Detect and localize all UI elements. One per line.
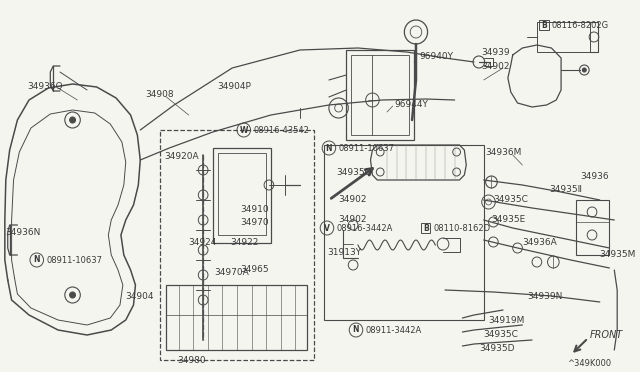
Text: B: B xyxy=(541,20,547,29)
Bar xyxy=(346,50,414,140)
Text: N: N xyxy=(33,256,40,264)
Bar xyxy=(575,200,609,255)
Text: 34970: 34970 xyxy=(240,218,269,227)
Circle shape xyxy=(70,117,76,123)
Text: 08916-43542: 08916-43542 xyxy=(253,126,309,135)
Bar xyxy=(539,20,548,30)
Text: 96944Y: 96944Y xyxy=(395,100,429,109)
Text: 34939N: 34939N xyxy=(527,292,563,301)
Text: 34904: 34904 xyxy=(125,292,154,301)
Text: 34970A: 34970A xyxy=(215,268,250,277)
Text: 08916-3442A: 08916-3442A xyxy=(337,224,393,233)
Bar xyxy=(218,153,266,235)
Bar xyxy=(324,145,484,320)
Text: 34908: 34908 xyxy=(145,90,173,99)
Text: 34902: 34902 xyxy=(339,215,367,224)
Circle shape xyxy=(70,292,76,298)
Bar xyxy=(166,285,307,350)
Text: 34935C: 34935C xyxy=(484,330,518,339)
Text: 08110-8162D: 08110-8162D xyxy=(433,224,490,233)
Text: 34965: 34965 xyxy=(240,265,269,274)
Bar xyxy=(537,22,590,52)
Text: 34936M: 34936M xyxy=(486,148,522,157)
Text: 34935Q: 34935Q xyxy=(337,168,372,177)
Text: 34920A: 34920A xyxy=(164,152,199,161)
Bar xyxy=(421,223,431,233)
Text: 34935E: 34935E xyxy=(492,215,525,224)
Bar xyxy=(351,55,409,135)
Text: ^349K000: ^349K000 xyxy=(567,359,611,368)
Text: W: W xyxy=(239,125,248,135)
Text: 34902: 34902 xyxy=(482,62,510,71)
Text: 34935D: 34935D xyxy=(479,344,515,353)
Text: 34935C: 34935C xyxy=(493,195,528,204)
Text: 08911-10637: 08911-10637 xyxy=(339,144,395,153)
Text: 34910: 34910 xyxy=(240,205,269,214)
Text: 34936: 34936 xyxy=(580,172,609,181)
Text: 34902: 34902 xyxy=(339,195,367,204)
Text: 34904P: 34904P xyxy=(218,82,252,91)
Text: 34935Ⅱ: 34935Ⅱ xyxy=(550,185,582,194)
Text: B: B xyxy=(423,224,429,232)
Text: 34919M: 34919M xyxy=(488,316,525,325)
Text: 34935M: 34935M xyxy=(600,250,636,259)
Text: 31913Y: 31913Y xyxy=(327,248,361,257)
Text: 34980: 34980 xyxy=(177,356,205,365)
Bar xyxy=(213,148,271,243)
Text: 08116-8202G: 08116-8202G xyxy=(552,21,609,30)
Text: 96940Y: 96940Y xyxy=(419,52,453,61)
Text: 08911-3442A: 08911-3442A xyxy=(365,326,422,335)
Text: N: N xyxy=(326,144,332,153)
Text: 34922: 34922 xyxy=(230,238,259,247)
Text: 34936A: 34936A xyxy=(522,238,557,247)
Text: 34936N: 34936N xyxy=(5,228,40,237)
Circle shape xyxy=(582,68,586,72)
Text: 34939: 34939 xyxy=(482,48,510,57)
Text: 34924: 34924 xyxy=(189,238,217,247)
Text: 08911-10637: 08911-10637 xyxy=(47,256,102,265)
Text: FRONT: FRONT xyxy=(590,330,623,340)
Text: V: V xyxy=(324,224,330,232)
Text: N: N xyxy=(353,326,359,334)
Text: 34936Q: 34936Q xyxy=(27,82,63,91)
Bar xyxy=(159,130,314,360)
